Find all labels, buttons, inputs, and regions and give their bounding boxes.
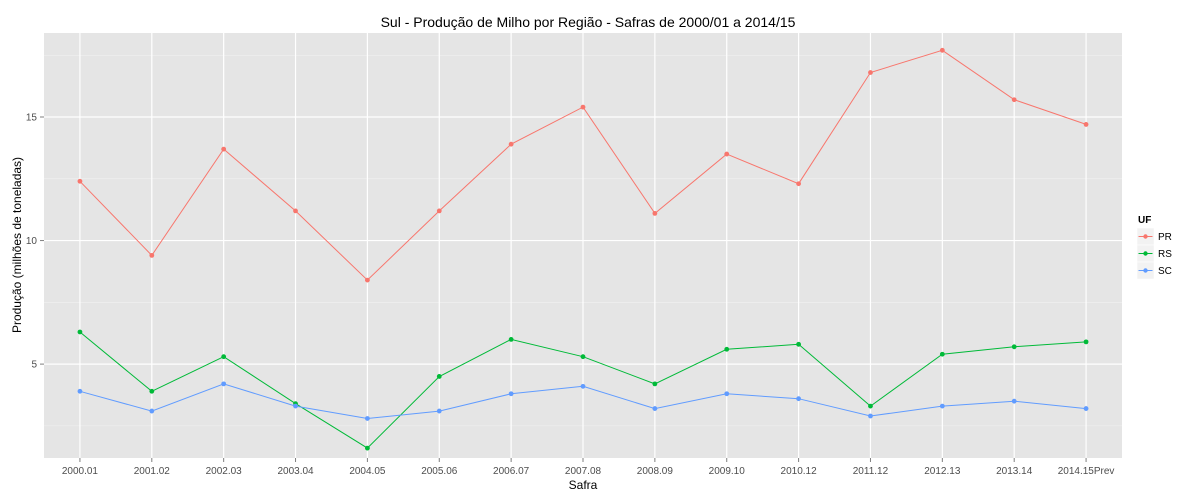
x-tick-label: 2013.14 [996,466,1033,477]
series-rs [77,329,1089,451]
data-point [724,346,730,352]
x-axis-title: Safra [569,478,598,492]
data-point [436,408,442,414]
data-point [77,178,83,184]
data-point [221,146,227,152]
data-point [1011,398,1017,404]
x-tick-label: 2008.09 [637,466,674,477]
x-tick-label: 2001.02 [134,466,171,477]
data-point [365,277,370,283]
series-pr [77,47,1089,283]
data-point [221,381,227,387]
data-point [149,408,155,414]
x-tick-label: 2006.07 [493,466,530,477]
data-point [796,396,801,402]
legend-label: SC [1158,266,1172,277]
y-tick-label: 10 [26,236,38,247]
data-point [365,416,370,421]
x-tick-label: 2010.12 [781,466,818,477]
data-point [939,403,945,409]
x-axis: 2000.01 2001.02 2002.03 2003.04 2004.05 2005.… [62,458,1115,477]
data-point [796,341,801,347]
data-point [580,354,586,360]
x-tick-label: 2002.03 [206,466,243,477]
data-point [652,406,658,411]
y-tick-label: 15 [26,113,38,124]
data-point [508,391,514,397]
data-point [293,208,298,214]
x-tick-label: 2014.15Prev [1058,466,1115,477]
x-tick-label: 2009.10 [709,466,746,477]
data-point [868,413,873,419]
data-point [1083,406,1089,411]
legend: UF PR RS SC [1136,215,1172,280]
data-point [796,181,801,187]
data-point [868,403,873,409]
data-point [508,141,514,147]
x-tick-label: 2012.13 [924,466,961,477]
data-point [868,70,873,75]
y-axis-title: Produção (milhões de toneladas) [10,157,24,333]
legend-title: UF [1138,215,1151,226]
data-point [1083,339,1089,345]
data-point [508,336,514,342]
x-tick-label: 2000.01 [62,466,99,477]
data-point [77,388,83,394]
data-point [293,403,298,409]
data-point [1011,344,1017,350]
legend-key-point [1143,268,1148,273]
data-point [149,252,155,258]
data-point [580,383,586,389]
legend-key-point [1143,234,1148,239]
data-point [436,208,442,214]
grid-lines [44,33,1122,458]
legend-label: PR [1158,232,1172,243]
legend-item-sc: SC [1136,261,1172,280]
x-tick-label: 2005.06 [421,466,458,477]
legend-item-rs: RS [1136,244,1172,263]
data-point [580,104,586,110]
x-tick-label: 2007.08 [565,466,602,477]
data-point [652,210,658,216]
data-point [77,329,83,335]
series-group [77,47,1089,451]
data-point [652,381,658,387]
x-tick-label: 2004.05 [349,466,386,477]
x-tick-label: 2003.04 [277,466,314,477]
data-point [724,151,730,157]
data-point [221,354,227,360]
data-point [365,445,370,451]
y-axis: 5 10 15 [26,113,44,371]
data-point [1083,122,1089,127]
data-point [939,351,945,357]
legend-key-point [1143,251,1148,256]
legend-label: RS [1158,249,1172,260]
x-tick-label: 2011.12 [853,466,889,477]
series-sc [77,381,1089,421]
chart-title: Sul - Produção de Milho por Região - Saf… [381,14,796,30]
y-tick-label: 5 [31,360,37,371]
legend-item-pr: PR [1136,227,1172,246]
data-point [939,47,945,53]
data-point [1011,97,1017,103]
data-point [724,391,730,397]
data-point [436,374,442,379]
data-point [149,388,155,394]
